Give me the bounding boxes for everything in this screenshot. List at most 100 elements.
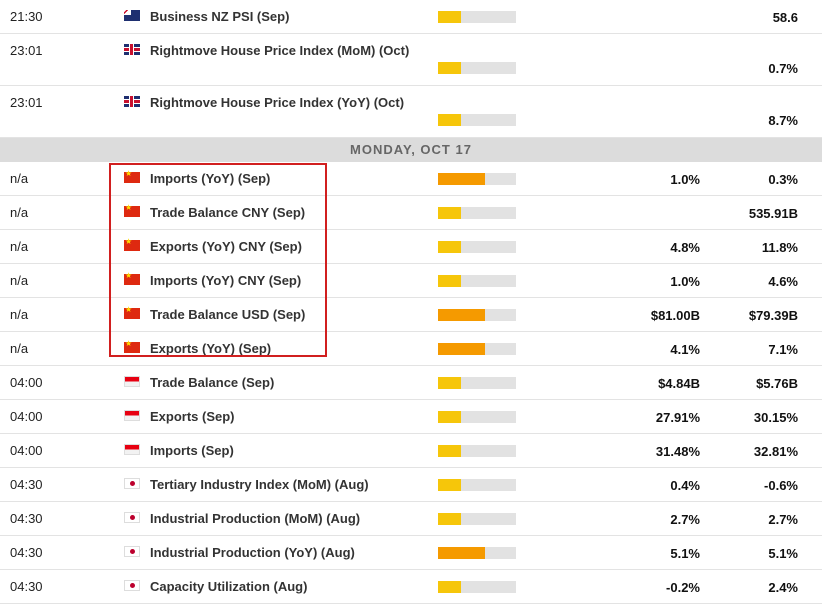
forecast-value: 1.0% xyxy=(670,172,700,187)
impact-bar xyxy=(438,11,516,23)
flag-uk-icon xyxy=(124,96,140,107)
impact-fill xyxy=(438,62,461,74)
previous-value: 5.1% xyxy=(768,546,798,561)
forecast-value: 27.91% xyxy=(655,410,700,425)
impact-bar xyxy=(438,114,516,126)
flag-cn-icon xyxy=(124,339,140,353)
event-time: n/a xyxy=(10,205,29,220)
flag-jp-icon xyxy=(124,512,140,523)
event-time: 04:30 xyxy=(10,545,43,560)
impact-fill xyxy=(438,173,485,185)
flag-cn-icon xyxy=(124,203,140,217)
impact-bar xyxy=(438,377,516,389)
event-name[interactable]: Imports (YoY) CNY (Sep) xyxy=(150,273,302,288)
previous-value: 7.1% xyxy=(768,342,798,357)
event-row[interactable]: n/a Trade Balance USD (Sep) $81.00B $79.39B xyxy=(0,298,822,332)
impact-fill xyxy=(438,309,485,321)
events-before-day: 21:30 Business NZ PSI (Sep) 58.6 23:01 Right… xyxy=(0,0,822,138)
event-row[interactable]: n/a Imports (YoY) (Sep) 1.0% 0.3% xyxy=(0,162,822,196)
previous-value: 2.7% xyxy=(768,512,798,527)
impact-bar xyxy=(438,275,516,287)
impact-fill xyxy=(438,479,461,491)
forecast-value: 0.4% xyxy=(670,478,700,493)
event-name[interactable]: Exports (Sep) xyxy=(150,409,235,424)
event-name[interactable]: Imports (YoY) (Sep) xyxy=(150,171,271,186)
impact-bar xyxy=(438,241,516,253)
previous-value: 58.6 xyxy=(772,10,798,25)
event-row[interactable]: 04:30 Capacity Utilization (Aug) -0.2% 2.4% xyxy=(0,570,822,604)
event-name[interactable]: Exports (YoY) (Sep) xyxy=(150,341,272,356)
impact-fill xyxy=(438,513,461,525)
event-time: n/a xyxy=(10,307,29,322)
event-time: 04:00 xyxy=(10,443,43,458)
event-row[interactable]: n/a Trade Balance CNY (Sep) 535.91B xyxy=(0,196,822,230)
impact-fill xyxy=(438,547,485,559)
impact-fill xyxy=(438,275,461,287)
previous-value: 32.81% xyxy=(753,444,798,459)
event-time: n/a xyxy=(10,171,29,186)
event-row[interactable]: 04:00 Imports (Sep) 31.48% 32.81% xyxy=(0,434,822,468)
impact-bar xyxy=(438,343,516,355)
event-name[interactable]: Industrial Production (YoY) (Aug) xyxy=(150,545,355,560)
day-header: MONDAY, OCT 17 xyxy=(0,138,822,162)
event-name[interactable]: Trade Balance (Sep) xyxy=(150,375,275,390)
event-row[interactable]: n/a Exports (YoY) (Sep) 4.1% 7.1% xyxy=(0,332,822,366)
impact-bar xyxy=(438,309,516,321)
event-row[interactable]: 04:00 Exports (Sep) 27.91% 30.15% xyxy=(0,400,822,434)
event-row[interactable]: 04:30 Industrial Production (MoM) (Aug) 2.… xyxy=(0,502,822,536)
event-name[interactable]: Rightmove House Price Index (MoM) (Oct) xyxy=(150,43,410,58)
event-time: n/a xyxy=(10,273,29,288)
event-row[interactable]: 04:30 Industrial Production (YoY) (Aug) 5.… xyxy=(0,536,822,570)
impact-bar xyxy=(438,547,516,559)
flag-id-icon xyxy=(124,376,140,387)
event-row[interactable]: 21:30 Business NZ PSI (Sep) 58.6 xyxy=(0,0,822,34)
flag-cn-icon xyxy=(124,271,140,285)
event-name[interactable]: Tertiary Industry Index (MoM) (Aug) xyxy=(150,477,369,492)
event-name[interactable]: Industrial Production (MoM) (Aug) xyxy=(150,511,361,526)
event-row[interactable]: n/a Imports (YoY) CNY (Sep) 1.0% 4.6% xyxy=(0,264,822,298)
previous-value: 2.4% xyxy=(768,580,798,595)
impact-bar xyxy=(438,479,516,491)
forecast-value: 5.1% xyxy=(670,546,700,561)
previous-value: 30.15% xyxy=(753,410,798,425)
flag-nz-icon xyxy=(124,10,140,21)
impact-bar xyxy=(438,445,516,457)
event-time: 04:30 xyxy=(10,477,43,492)
previous-value: 535.91B xyxy=(748,206,798,221)
event-time: n/a xyxy=(10,239,29,254)
event-row[interactable]: 23:01 Rightmove House Price Index (YoY) (… xyxy=(0,86,822,138)
event-row[interactable]: 23:01 Rightmove House Price Index (MoM) (… xyxy=(0,34,822,86)
impact-fill xyxy=(438,445,461,457)
flag-jp-icon xyxy=(124,580,140,591)
event-row[interactable]: 04:00 Trade Balance (Sep) $4.84B $5.76B xyxy=(0,366,822,400)
event-name[interactable]: Business NZ PSI (Sep) xyxy=(150,9,290,24)
event-name[interactable]: Trade Balance USD (Sep) xyxy=(150,307,306,322)
impact-fill xyxy=(438,411,461,423)
flag-cn-icon xyxy=(124,237,140,251)
event-name[interactable]: Trade Balance CNY (Sep) xyxy=(150,205,306,220)
event-name[interactable]: Rightmove House Price Index (YoY) (Oct) xyxy=(150,95,405,110)
impact-fill xyxy=(438,581,461,593)
flag-jp-icon xyxy=(124,546,140,557)
event-name[interactable]: Exports (YoY) CNY (Sep) xyxy=(150,239,302,254)
event-time: n/a xyxy=(10,341,29,356)
event-row[interactable]: 04:30 Tertiary Industry Index (MoM) (Aug)… xyxy=(0,468,822,502)
impact-fill xyxy=(438,241,461,253)
previous-value: $79.39B xyxy=(748,308,798,323)
flag-cn-icon xyxy=(124,305,140,319)
previous-value: 8.7% xyxy=(768,113,798,128)
forecast-value: 4.8% xyxy=(670,240,700,255)
previous-value: 11.8% xyxy=(761,240,798,255)
event-row[interactable]: n/a Exports (YoY) CNY (Sep) 4.8% 11.8% xyxy=(0,230,822,264)
event-time: 04:30 xyxy=(10,579,43,594)
event-name[interactable]: Imports (Sep) xyxy=(150,443,234,458)
impact-fill xyxy=(438,207,461,219)
event-name[interactable]: Capacity Utilization (Aug) xyxy=(150,579,308,594)
forecast-value: 2.7% xyxy=(670,512,700,527)
flag-cn-icon xyxy=(124,169,140,183)
previous-value: 4.6% xyxy=(768,274,798,289)
forecast-value: -0.2% xyxy=(666,580,700,595)
forecast-value: $4.84B xyxy=(658,376,700,391)
previous-value: 0.7% xyxy=(768,61,798,76)
